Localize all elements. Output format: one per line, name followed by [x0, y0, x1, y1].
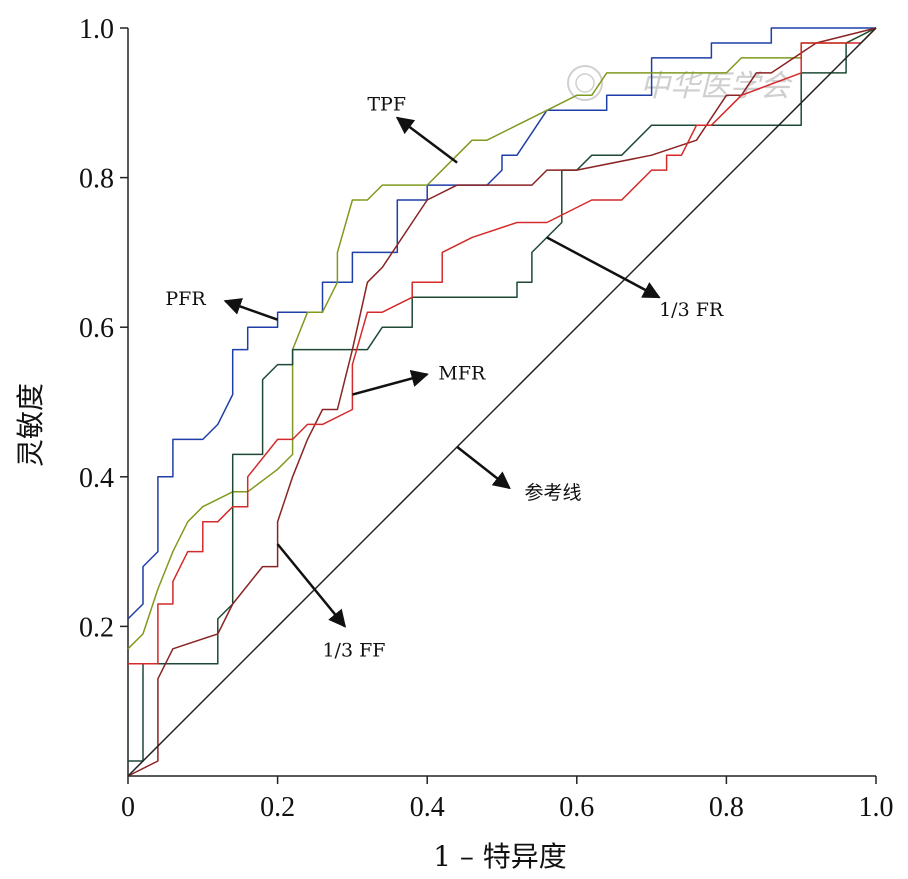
annotation-label: MFR [438, 363, 486, 385]
annotation-arrow [223, 298, 279, 321]
axes [127, 28, 876, 777]
annotation-arrow [276, 543, 347, 628]
annotation-arrow [352, 369, 429, 396]
y-axis-title: 灵敏度 [14, 383, 47, 467]
series-line-3 [127, 27, 877, 777]
watermark: 中华医学会 [567, 65, 793, 104]
watermark-text: 中华医学会 [640, 69, 793, 104]
series-line-4 [128, 27, 877, 665]
y-tick-label: 0.6 [79, 313, 114, 344]
annotation-label: PFR [165, 288, 206, 310]
x-tick-label: 0.8 [709, 792, 744, 823]
x-axis-title: 1 – 特异度 [433, 840, 567, 873]
x-tick-label: 0.6 [559, 792, 594, 823]
x-tick-label: 1.0 [859, 792, 894, 823]
y-tick-label: 0.2 [79, 612, 114, 643]
annotation-label: 1/3 FR [659, 299, 724, 321]
annotation-label: TPF [367, 93, 406, 115]
annotation-arrow [546, 236, 661, 299]
series-group [127, 27, 877, 777]
y-tick-label: 0.8 [79, 164, 114, 195]
annotation-arrow [395, 116, 458, 164]
y-tick-label: 0.4 [79, 463, 114, 494]
series-line-5 [127, 27, 877, 777]
series-line-2 [128, 27, 877, 762]
annotation-label: 参考线 [524, 482, 581, 504]
x-tick-label: 0.4 [410, 792, 445, 823]
annotation-label: 1/3 FF [322, 639, 385, 661]
annotation-arrow [456, 445, 511, 490]
annotations: TPF PFR 1/3 FR MFR 1/3 FF 参考线 [165, 93, 723, 661]
x-tick-label: 0.2 [260, 792, 295, 823]
series-line-1 [127, 27, 877, 650]
ticks: 0 0.2 0.4 0.6 0.8 1.0 0.2 0.4 0.6 0.8 1.0 [79, 14, 894, 823]
x-tick-label: 0 [121, 792, 135, 823]
y-tick-label: 1.0 [79, 14, 114, 45]
series-line-0 [127, 27, 876, 620]
